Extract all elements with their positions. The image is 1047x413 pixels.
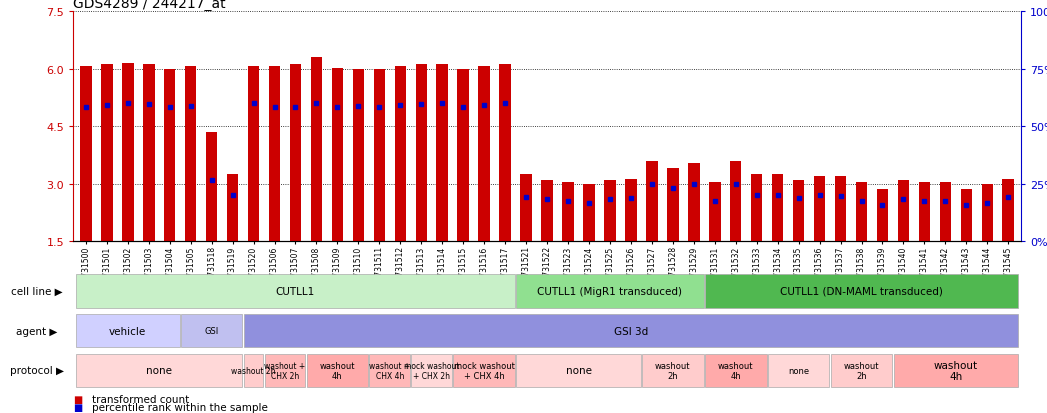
Text: cell line ▶: cell line ▶ — [10, 286, 63, 296]
Bar — [76, 314, 180, 348]
Bar — [855, 183, 867, 242]
Bar — [265, 354, 306, 387]
Bar — [332, 69, 343, 242]
Text: ■: ■ — [73, 402, 83, 412]
Bar — [893, 354, 1018, 387]
Bar — [939, 183, 951, 242]
Text: washout +
CHX 4h: washout + CHX 4h — [370, 361, 410, 380]
Bar — [181, 314, 243, 348]
Bar — [248, 66, 260, 242]
Bar — [499, 65, 511, 242]
Text: GSI: GSI — [204, 326, 219, 335]
Bar — [960, 190, 972, 242]
Bar — [516, 354, 641, 387]
Bar — [897, 180, 909, 242]
Text: percentile rank within the sample: percentile rank within the sample — [92, 402, 268, 412]
Bar — [458, 70, 469, 242]
Text: washout +
CHX 2h: washout + CHX 2h — [265, 361, 306, 380]
Bar — [562, 183, 574, 242]
Bar — [583, 184, 595, 242]
Text: CUTLL1 (MigR1 transduced): CUTLL1 (MigR1 transduced) — [537, 286, 683, 296]
Bar — [244, 314, 1018, 348]
Bar — [642, 354, 704, 387]
Bar — [814, 177, 825, 242]
Text: mock washout
+ CHX 2h: mock washout + CHX 2h — [404, 361, 460, 380]
Bar — [604, 180, 616, 242]
Bar — [290, 65, 302, 242]
Bar — [206, 133, 218, 242]
Bar — [767, 354, 829, 387]
Bar — [227, 175, 239, 242]
Text: transformed count: transformed count — [92, 394, 190, 404]
Bar — [709, 183, 720, 242]
Bar — [164, 70, 176, 242]
Text: washout
2h: washout 2h — [655, 361, 691, 380]
Bar — [370, 354, 410, 387]
Bar — [395, 66, 406, 242]
Text: agent ▶: agent ▶ — [16, 326, 58, 336]
Bar — [830, 354, 892, 387]
Bar — [478, 66, 490, 242]
Bar — [76, 275, 515, 308]
Bar — [437, 65, 448, 242]
Bar — [541, 180, 553, 242]
Text: washout
4h: washout 4h — [934, 360, 978, 381]
Bar — [269, 66, 281, 242]
Bar — [981, 184, 993, 242]
Bar — [374, 70, 385, 242]
Bar — [122, 64, 134, 242]
Bar — [311, 57, 322, 242]
Text: none: none — [147, 366, 173, 375]
Text: CUTLL1: CUTLL1 — [275, 286, 315, 296]
Bar — [751, 175, 762, 242]
Bar — [244, 354, 264, 387]
Bar — [625, 180, 637, 242]
Bar — [143, 65, 155, 242]
Bar — [834, 177, 846, 242]
Bar — [411, 354, 452, 387]
Text: protocol ▶: protocol ▶ — [9, 366, 64, 375]
Bar — [76, 354, 243, 387]
Bar — [688, 163, 699, 242]
Bar — [918, 183, 930, 242]
Text: GDS4289 / 244217_at: GDS4289 / 244217_at — [73, 0, 226, 12]
Bar — [772, 175, 783, 242]
Bar — [705, 275, 1018, 308]
Bar — [416, 65, 427, 242]
Bar — [730, 161, 741, 242]
Bar — [353, 70, 364, 242]
Bar — [793, 180, 804, 242]
Bar — [185, 66, 197, 242]
Text: washout
2h: washout 2h — [844, 361, 879, 380]
Bar — [81, 66, 92, 242]
Bar — [307, 354, 369, 387]
Text: GSI 3d: GSI 3d — [614, 326, 648, 336]
Bar — [1002, 180, 1013, 242]
Bar — [453, 354, 515, 387]
Text: ■: ■ — [73, 394, 83, 404]
Bar — [667, 169, 678, 242]
Text: washout
4h: washout 4h — [718, 361, 754, 380]
Bar — [646, 161, 658, 242]
Text: none: none — [565, 366, 592, 375]
Text: CUTLL1 (DN-MAML transduced): CUTLL1 (DN-MAML transduced) — [780, 286, 943, 296]
Text: mock washout
+ CHX 4h: mock washout + CHX 4h — [453, 361, 515, 380]
Text: washout 2h: washout 2h — [231, 366, 275, 375]
Text: vehicle: vehicle — [109, 326, 147, 336]
Bar — [705, 354, 766, 387]
Bar — [876, 190, 888, 242]
Text: washout
4h: washout 4h — [319, 361, 355, 380]
Bar — [516, 275, 704, 308]
Bar — [520, 175, 532, 242]
Bar — [102, 65, 113, 242]
Text: none: none — [788, 366, 809, 375]
